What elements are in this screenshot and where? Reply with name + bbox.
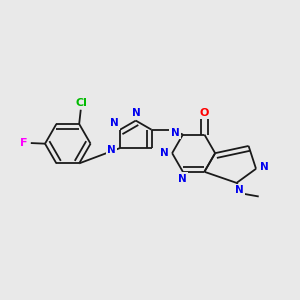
Text: N: N bbox=[132, 108, 141, 118]
Text: N: N bbox=[110, 118, 118, 128]
Text: N: N bbox=[235, 185, 244, 195]
Text: N: N bbox=[107, 145, 116, 155]
Text: F: F bbox=[20, 138, 28, 148]
Text: N: N bbox=[160, 148, 169, 158]
Text: N: N bbox=[171, 128, 179, 138]
Text: N: N bbox=[178, 174, 187, 184]
Text: Cl: Cl bbox=[75, 98, 87, 108]
Text: N: N bbox=[260, 162, 269, 172]
Text: O: O bbox=[200, 108, 209, 118]
